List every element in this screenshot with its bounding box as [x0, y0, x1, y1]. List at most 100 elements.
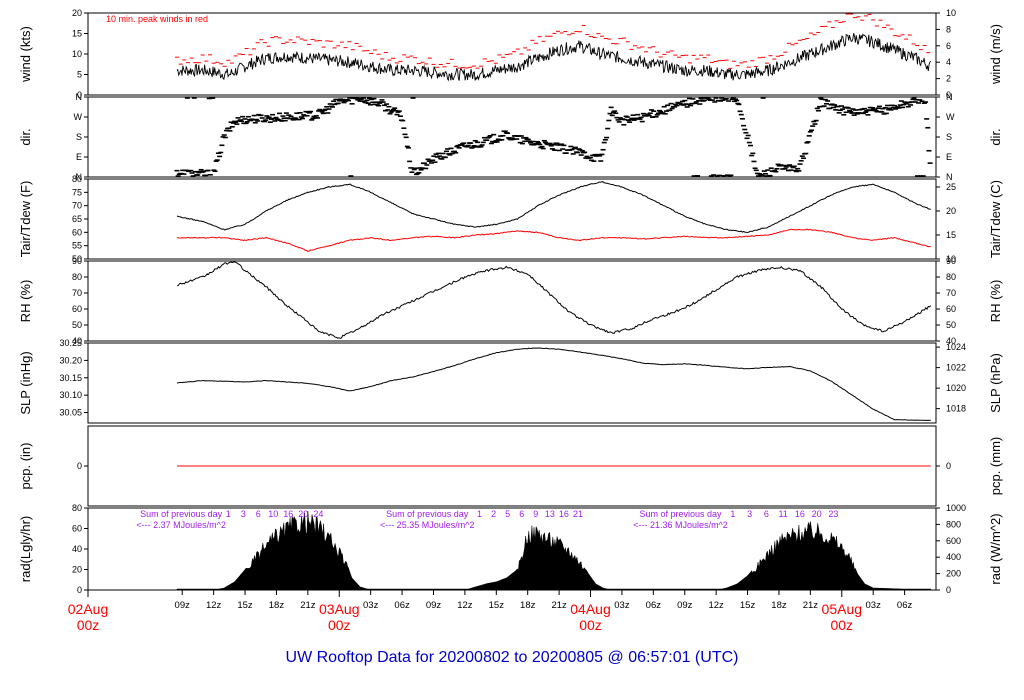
tick-label-right: 50	[946, 320, 956, 330]
series-line-humidity-0	[176, 261, 932, 339]
x-tick-label: 21z	[300, 600, 316, 611]
tick-label-left: 0	[77, 461, 82, 471]
x-tick-label: 15z	[237, 600, 253, 611]
tick-label-left: 30.05	[59, 408, 82, 418]
tick-label-left: 70	[72, 288, 82, 298]
tick-label-right: 10	[946, 8, 956, 18]
tick-label-right: 1020	[946, 383, 966, 393]
hour-marker-label: 16	[283, 509, 293, 519]
hour-marker-label: 9	[533, 509, 538, 519]
hour-marker-label: 16	[795, 509, 805, 519]
panel-frame-humidity	[87, 260, 937, 342]
tick-label-left: 30.20	[59, 355, 82, 365]
tick-label-left: 0	[77, 90, 82, 100]
hour-marker-label: 20	[298, 509, 308, 519]
ylabel-left-pressure: SLP (inHg)	[18, 351, 33, 414]
tick-label-left: 40	[72, 336, 82, 346]
ylabel-left-wind: wind (kts)	[18, 26, 33, 83]
x-tick-label: 06z	[394, 600, 410, 611]
series-line-wind-0	[176, 33, 932, 82]
x-tick-label: 09z	[175, 600, 191, 611]
day-label-time: 00z	[579, 617, 602, 633]
tick-label-left: 75	[72, 187, 82, 197]
day-label-date: 03Aug	[319, 601, 359, 617]
tick-label-right: 0	[946, 90, 951, 100]
ylabel-left-precipitation: pcp. (in)	[18, 443, 33, 490]
hour-marker-label: 21	[573, 509, 583, 519]
day-label-date: 02Aug	[68, 601, 108, 617]
tick-label-left: 30.15	[59, 373, 82, 383]
tick-label-left: 60	[72, 524, 82, 534]
x-tick-label: 12z	[206, 600, 222, 611]
tick-label-left: 90	[72, 256, 82, 266]
day-label-date: 04Aug	[570, 601, 610, 617]
panel-frame-temperature	[87, 178, 937, 260]
tick-label-right: 600	[946, 536, 961, 546]
daily-sum-label: Sum of previous day	[140, 509, 223, 519]
ylabel-left-radiation: rad(Lgly/hr)	[18, 516, 33, 582]
hour-marker-label: 6	[256, 509, 261, 519]
panel-frame-direction	[87, 96, 937, 178]
ylabel-left-temperature: Tair/Tdew (F)	[18, 181, 33, 258]
x-tick-label: 09z	[677, 600, 693, 611]
ylabel-right-humidity: RH (%)	[988, 280, 1003, 323]
tick-label-left: N	[76, 92, 83, 102]
tick-label-left: E	[76, 152, 82, 162]
hour-marker-label: 24	[313, 509, 323, 519]
ylabel-right-wind: wind (m/s)	[988, 24, 1003, 85]
daily-sum-value: <--- 2.37 MJoules/m^2	[136, 520, 226, 530]
tick-label-right: 20	[946, 206, 956, 216]
radiation-area	[176, 511, 932, 591]
daily-sum-value: <--- 25.35 MJoules/m^2	[380, 520, 475, 530]
tick-label-left: 0	[77, 585, 82, 595]
tick-label-left: 10	[72, 49, 82, 59]
ylabel-right-temperature: Tair/Tdew (C)	[988, 180, 1003, 258]
tick-label-right: N	[946, 92, 953, 102]
peak-wind-note: 10 min. peak winds in red	[106, 14, 208, 24]
day-label-time: 00z	[77, 617, 100, 633]
ylabel-left-direction: dir.	[18, 128, 33, 145]
hour-marker-label: 3	[241, 509, 246, 519]
x-tick-label: 15z	[740, 600, 756, 611]
tick-label-right: 15	[946, 230, 956, 240]
tick-label-left: 65	[72, 214, 82, 224]
tick-label-right: 2	[946, 74, 951, 84]
tick-label-right: S	[946, 132, 952, 142]
hour-marker-label: 1	[226, 509, 231, 519]
hour-marker-label: 11	[778, 509, 787, 519]
tick-label-right: 80	[946, 272, 956, 282]
tick-label-right: 1022	[946, 363, 966, 373]
tick-label-right: 6	[946, 41, 951, 51]
tick-label-right: 1000	[946, 503, 966, 513]
x-tick-label: 18z	[269, 600, 285, 611]
tick-label-left: 20	[72, 565, 82, 575]
hour-marker-label: 2	[491, 509, 496, 519]
tick-label-left: 80	[72, 503, 82, 513]
tick-label-left: 30.25	[59, 338, 82, 348]
tick-label-right: 60	[946, 304, 956, 314]
tick-label-left: 80	[72, 272, 82, 282]
tick-label-left: 40	[72, 544, 82, 554]
ylabel-right-pressure: SLP (hPa)	[988, 353, 1003, 413]
hour-marker-label: 13	[545, 509, 555, 519]
hour-marker-label: 23	[828, 509, 838, 519]
hour-marker-label: 6	[519, 509, 524, 519]
tick-label-left: 60	[72, 304, 82, 314]
tick-label-right: 25	[946, 182, 956, 192]
day-label-time: 00z	[328, 617, 351, 633]
tick-label-right: 70	[946, 288, 956, 298]
daily-sum-label: Sum of previous day	[386, 509, 469, 519]
tick-label-right: 90	[946, 256, 956, 266]
tick-label-right: 1018	[946, 404, 966, 414]
ylabel-right-precipitation: pcp. (mm)	[988, 437, 1003, 496]
day-label-time: 00z	[830, 617, 853, 633]
series-line-temperature-0	[176, 181, 931, 234]
tick-label-right: 8	[946, 24, 951, 34]
x-tick-label: 18z	[771, 600, 787, 611]
tick-label-right: 10	[946, 254, 956, 264]
ylabel-left-humidity: RH (%)	[18, 280, 33, 323]
ylabel-right-radiation: rad (W/m^2)	[988, 513, 1003, 584]
tick-label-left: 50	[72, 320, 82, 330]
tick-label-right: 40	[946, 336, 956, 346]
